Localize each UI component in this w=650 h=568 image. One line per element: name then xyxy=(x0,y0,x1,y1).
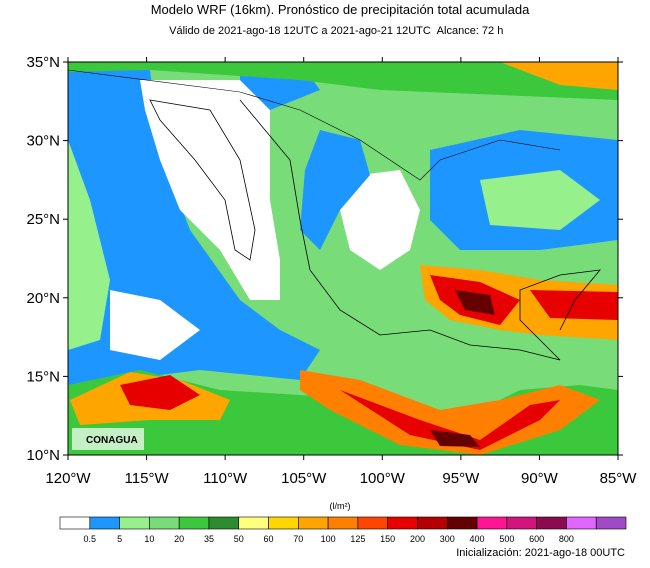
colorbar-swatch xyxy=(208,516,240,530)
lat-label: 15°N xyxy=(26,368,60,385)
pacific-red-w xyxy=(120,375,200,410)
yucatan-east-red xyxy=(530,290,618,320)
colorbar-swatch xyxy=(178,516,210,530)
colorbar-swatch xyxy=(238,516,269,530)
coastline xyxy=(519,269,601,361)
inland-dry xyxy=(340,170,420,270)
colorbar-label: 20 xyxy=(174,534,184,544)
baja-dry xyxy=(140,80,280,300)
colorbar-label: 600 xyxy=(529,534,544,544)
colorbar-swatch xyxy=(119,516,150,530)
colorbar-label: 150 xyxy=(380,534,395,544)
lat-label: 10°N xyxy=(26,447,60,464)
colorbar-label: 200 xyxy=(410,534,425,544)
lon-label: 90°W xyxy=(521,470,559,487)
lon-label: 115°W xyxy=(125,470,170,487)
colorbar-label: 60 xyxy=(264,534,274,544)
plateau-rain xyxy=(300,130,370,250)
colorbar-label: 50 xyxy=(234,534,244,544)
lon-label: 120°W xyxy=(45,470,91,487)
axes: 10°N 15°N 20°N 25°N 30°N 35°N 120°W 115°W 110°W 1… xyxy=(26,54,637,487)
colorbar-label: 10 xyxy=(144,534,154,544)
colorbar-swatch xyxy=(298,516,329,530)
north-green xyxy=(68,62,618,100)
colorbar-label: 500 xyxy=(499,534,514,544)
colorbar-swatch xyxy=(446,516,478,530)
colorbar-swatch xyxy=(149,516,180,530)
lon-label: 110°W xyxy=(203,470,248,487)
border xyxy=(68,69,561,181)
init-text: Inicialización: 2021-ago-18 00UTC xyxy=(456,547,625,559)
colorbar-swatch xyxy=(268,516,299,530)
colorbar-label: 0.5 xyxy=(84,534,97,544)
pacific-light xyxy=(68,140,110,350)
colorbar-label: 800 xyxy=(559,534,574,544)
colorbar-label: 125 xyxy=(350,534,365,544)
colorbar-swatch xyxy=(566,516,597,530)
colorbar-swatch xyxy=(89,516,120,530)
pacific-dry xyxy=(110,290,200,360)
northeast-orange xyxy=(500,62,618,90)
colorbar-label: 300 xyxy=(440,534,455,544)
lat-label: 30°N xyxy=(26,133,60,150)
pacific-orange-e xyxy=(300,370,600,455)
pacific-darkred xyxy=(430,430,480,447)
colorbar-swatch xyxy=(357,516,388,530)
colorbar-swatch xyxy=(327,516,359,530)
colorbar-label: 5 xyxy=(117,534,122,544)
colorbar-label: 35 xyxy=(204,534,214,544)
gulf-light xyxy=(480,170,600,230)
colorbar-swatch xyxy=(476,516,508,530)
lon-label: 105°W xyxy=(281,470,327,487)
coastline xyxy=(239,99,561,361)
colorbar: 0.5 5 10 20 35 50 60 70 100 125 150 200 300 400 500 600… xyxy=(59,516,627,544)
pacific-red-e xyxy=(340,390,560,450)
lat-label: 25°N xyxy=(26,211,60,228)
logo-box xyxy=(72,428,144,450)
colorbar-swatch xyxy=(595,516,627,530)
range-text: Alcance: 72 h xyxy=(437,25,504,37)
lat-label: 20°N xyxy=(26,290,60,307)
colorbar-label: 70 xyxy=(293,534,303,544)
lon-label: 95°W xyxy=(442,470,480,487)
colorbar-unit: (l/m²) xyxy=(330,501,351,511)
lon-label: 85°W xyxy=(600,470,638,487)
colorbar-swatch xyxy=(536,516,567,530)
colorbar-label: 100 xyxy=(321,534,336,544)
lat-label: 35°N xyxy=(26,54,60,71)
logo: CONAGUA xyxy=(86,435,138,446)
colorbar-swatch xyxy=(417,516,448,530)
yucatan-darkred xyxy=(455,290,495,315)
coastline xyxy=(149,99,256,261)
map-frame xyxy=(67,61,619,456)
map: CONAGUA xyxy=(68,62,618,455)
title: Modelo WRF (16km). Pronóstico de precipi… xyxy=(151,2,530,17)
lon-label: 100°W xyxy=(360,470,406,487)
colorbar-swatch xyxy=(506,516,537,530)
colorbar-label: 400 xyxy=(470,534,485,544)
valid-text: Válido de 2021-ago-18 12UTC a 2021-ago-2… xyxy=(169,25,431,37)
colorbar-swatch xyxy=(59,516,91,530)
colorbar-swatch xyxy=(387,516,418,530)
